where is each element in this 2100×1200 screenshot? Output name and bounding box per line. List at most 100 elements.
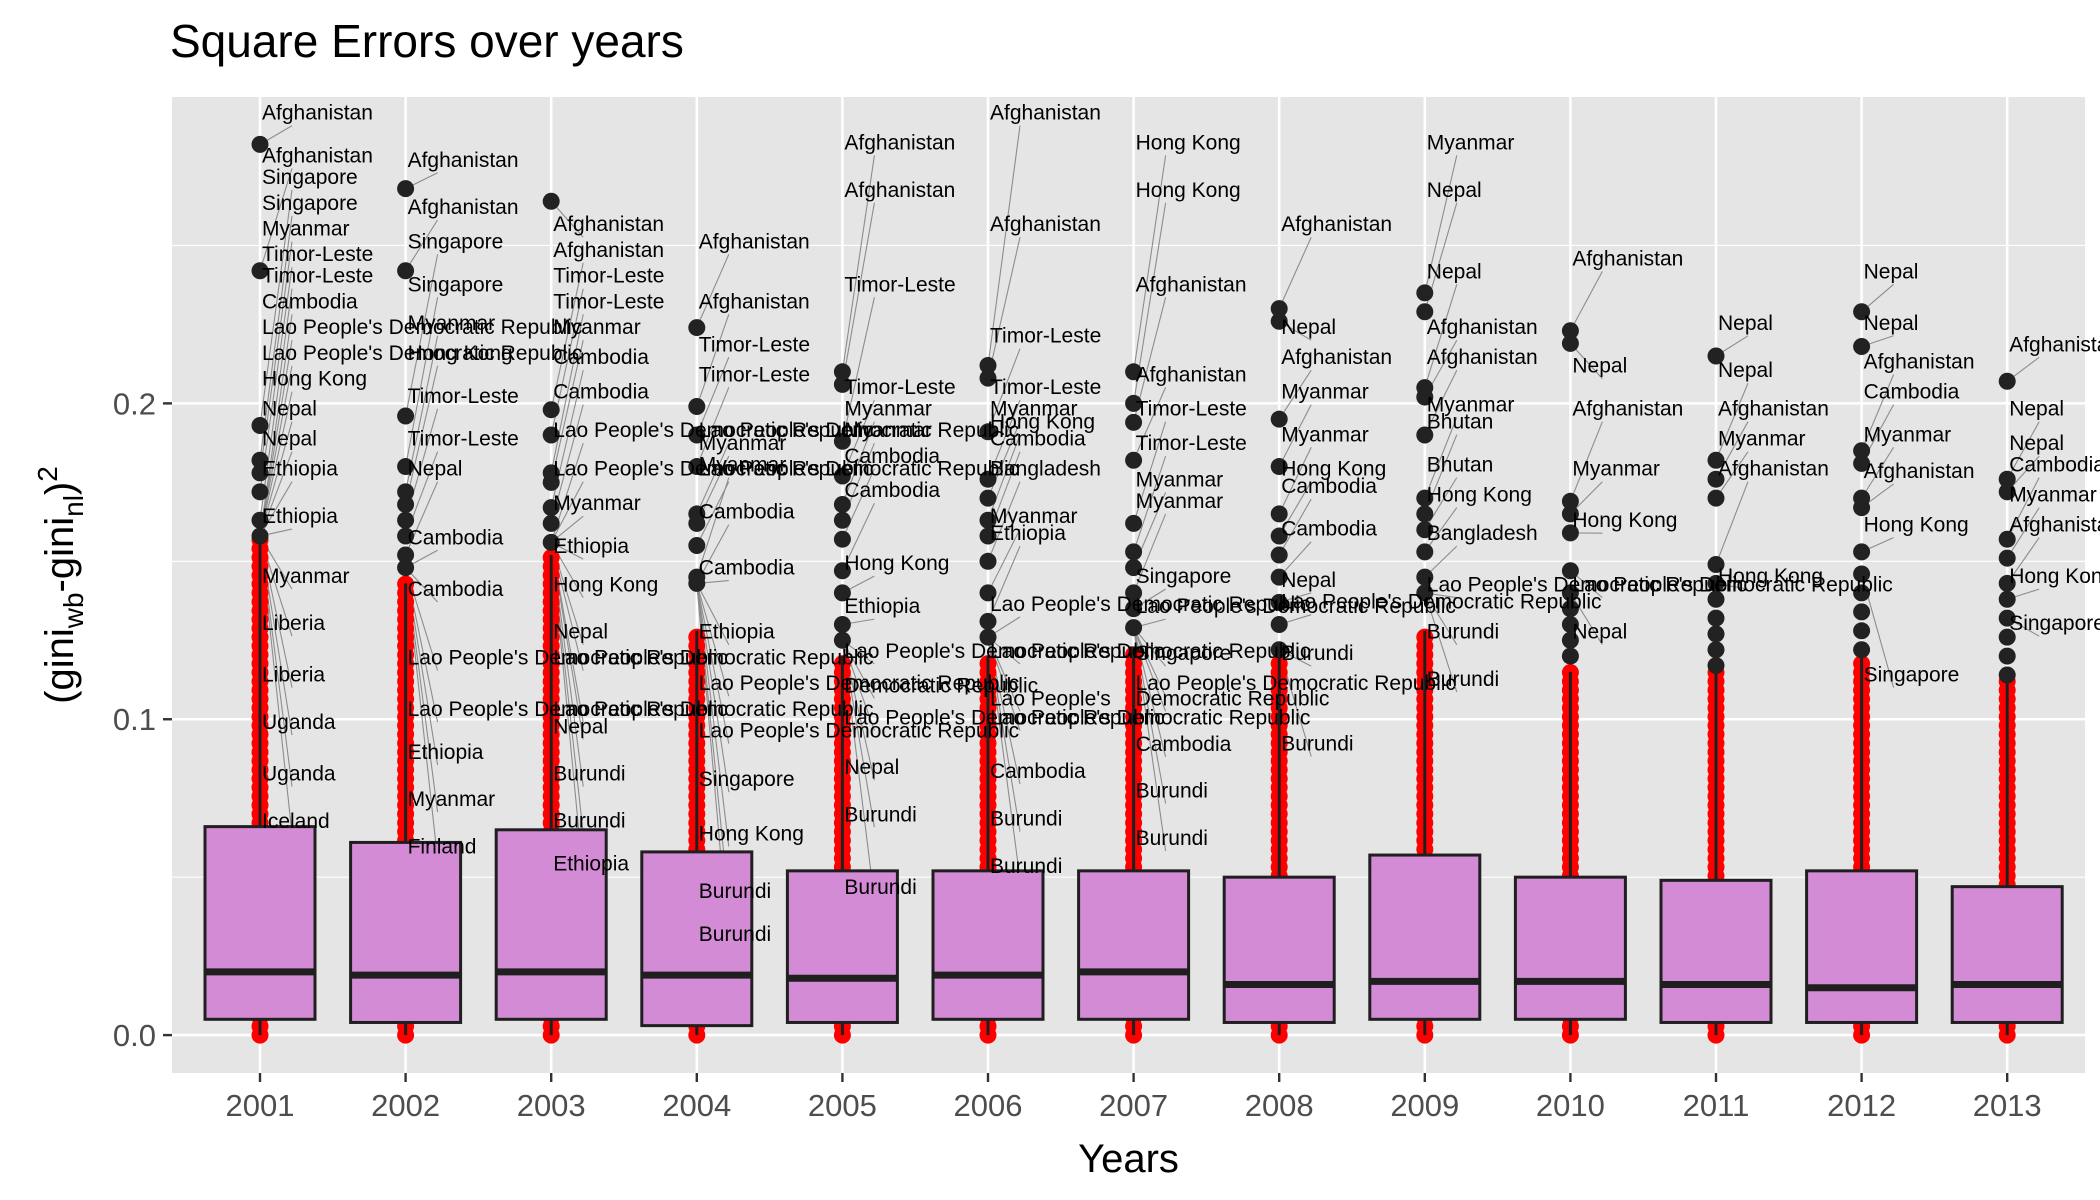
outlier-point (1707, 609, 1725, 627)
y-axis-title-mid: -gini (38, 517, 82, 593)
outlier-point (1998, 530, 2016, 548)
outlier-point (1270, 527, 1288, 545)
annotation-leader-line (987, 125, 1021, 366)
annotation-leader-line (1133, 421, 1167, 524)
annotation-leader-line (2006, 537, 2040, 584)
outlier-point (979, 356, 997, 374)
annotation-leader-line (696, 583, 730, 744)
x-tick-label: 2007 (1099, 1088, 1168, 1123)
annotation-label: Hong Kong (699, 823, 804, 846)
outlier-point (542, 192, 560, 210)
outlier-point (397, 527, 415, 545)
annotation-label: Cambodia (990, 760, 1086, 783)
annotation-label: Myanmar (553, 492, 641, 515)
outlier-point (542, 514, 560, 532)
annotation-label: Burundi (553, 763, 625, 786)
annotation-label: Uganda (262, 763, 336, 786)
annotation-label: Myanmar (262, 565, 350, 588)
annotation-leader-line (1278, 369, 1312, 420)
outlier-point (397, 262, 415, 280)
annotation-label: Hong Kong (1427, 484, 1532, 507)
outlier-point (1125, 394, 1143, 412)
outlier-point (1561, 524, 1579, 542)
outlier-point (979, 470, 997, 488)
box-2007 (1077, 646, 1191, 1036)
x-tick-label: 2003 (517, 1088, 586, 1123)
outlier-point (979, 423, 997, 441)
annotation-label: Timor-Leste (262, 265, 373, 288)
annotation-label: Singapore (262, 166, 358, 189)
annotation-label: Lao People's Democratic Republic (553, 647, 873, 670)
annotation-label: Nepal (1572, 621, 1627, 644)
outlier-point (1561, 647, 1579, 665)
annotation-label: Lao People's Democratic Republic (262, 342, 582, 365)
annotation-label: Myanmar (990, 505, 1078, 528)
annotation-leader-line (1278, 447, 1312, 515)
x-tick-label: 2011 (1683, 1088, 1750, 1123)
outlier-point (251, 262, 269, 280)
annotation-label: Afghanistan (1572, 398, 1683, 421)
outlier-point (1853, 565, 1871, 583)
annotation-label: Iceland (262, 810, 330, 833)
annotation-label: Nepal (553, 621, 608, 644)
x-tick-label: 2008 (1245, 1088, 1314, 1123)
outlier-point (397, 495, 415, 513)
outlier-point (1707, 574, 1725, 592)
annotation-label: Timor-Leste (1136, 398, 1247, 421)
annotation-label: Timor-Leste (990, 325, 1101, 348)
outlier-point (1125, 543, 1143, 561)
annotation-leader-line (841, 468, 875, 540)
annotation-leader-line (841, 155, 875, 372)
annotation-label: Afghanistan (262, 144, 373, 167)
outlier-point (1853, 442, 1871, 460)
outlier-point (542, 473, 560, 491)
annotation-label: Afghanistan (844, 179, 955, 202)
annotation-leader-line (1133, 627, 1167, 712)
annotation-leader-line (696, 477, 730, 578)
outlier-point (397, 546, 415, 564)
x-tick-label: 2004 (662, 1088, 731, 1123)
annotation-leader-line (405, 219, 439, 272)
outlier-point (1125, 451, 1143, 469)
outlier-point (979, 552, 997, 570)
boxes (203, 539, 2064, 1036)
outlier-point (1561, 600, 1579, 618)
annotation-label: Timor-Leste (699, 363, 810, 386)
annotation-label: Burundi (1427, 668, 1499, 691)
annotation-label: Myanmar (1427, 131, 1515, 154)
outlier-point (1270, 546, 1288, 564)
outlier-point (542, 426, 560, 444)
outlier-point (1416, 284, 1434, 302)
outlier-point (1270, 641, 1288, 659)
annotation-label: Myanmar (553, 316, 641, 339)
outlier-point (1853, 641, 1871, 659)
annotation-leader-line (987, 348, 1021, 433)
annotation-label: Singapore (1136, 565, 1232, 588)
outlier-point (688, 426, 706, 444)
annotation-leader-line (2006, 507, 2040, 559)
outlier-point (1561, 322, 1579, 340)
outlier-point (1561, 334, 1579, 352)
annotation-label: Cambodia (2009, 454, 2100, 477)
outlier-point (1707, 657, 1725, 675)
annotation-leader-line (696, 583, 730, 645)
outlier-point (251, 483, 269, 501)
annotation-leader-line (696, 442, 730, 515)
annotation-label: Afghanistan (1572, 247, 1683, 270)
outlier-point (833, 631, 851, 649)
annotation-label: Timor-Leste (553, 265, 664, 288)
outlier-point (833, 467, 851, 485)
outlier-point (979, 511, 997, 529)
annotation-label: Lao People's Democratic Republic (408, 647, 728, 670)
annotation-label: Afghanistan (1427, 316, 1538, 339)
box-iqr (1368, 853, 1482, 1021)
outlier-point (1416, 426, 1434, 444)
annotation-label: Myanmar (1864, 423, 1952, 446)
annotation-leader-line (1715, 382, 1749, 461)
outlier-point (1270, 593, 1288, 611)
annotation-label: Lao People's Democratic Republic (1281, 591, 1601, 614)
outlier-point (251, 416, 269, 434)
outlier-point (833, 375, 851, 393)
annotation-label: Afghanistan (408, 149, 519, 172)
annotation-label: Myanmar (699, 454, 787, 477)
